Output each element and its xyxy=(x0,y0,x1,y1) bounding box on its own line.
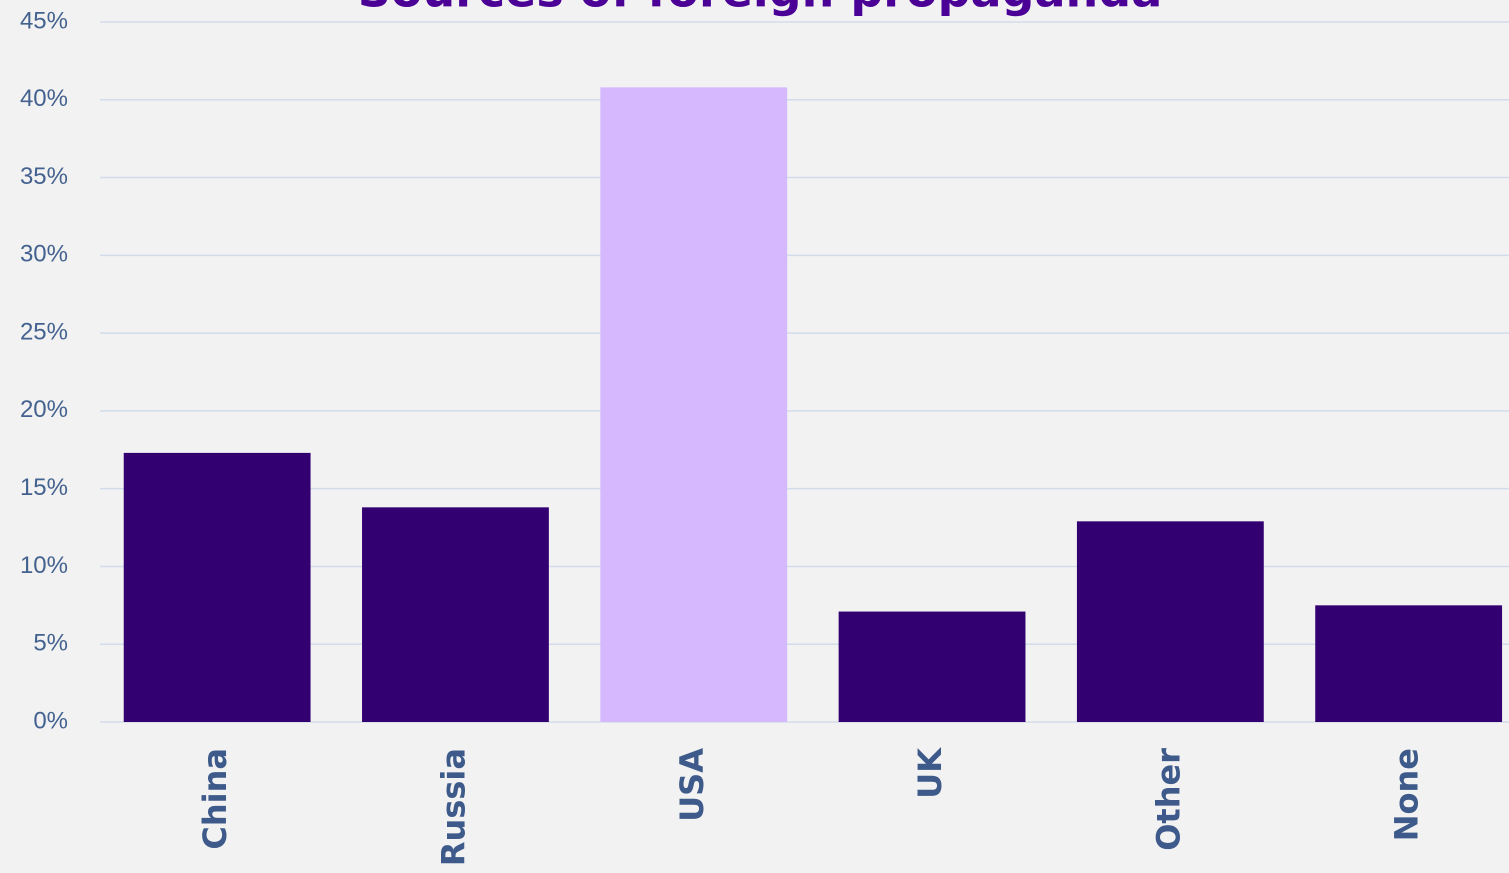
chart-title: Sources of foreign propaganda xyxy=(358,0,1162,18)
x-tick-label: None xyxy=(1388,748,1426,841)
bar xyxy=(123,452,311,722)
y-tick-label: 45% xyxy=(20,7,68,34)
bar xyxy=(600,87,788,723)
x-tick-label: Russia xyxy=(434,748,472,866)
bar xyxy=(838,611,1026,722)
x-tick-label: USA xyxy=(673,748,711,822)
y-tick-label: 0% xyxy=(33,707,68,734)
bar xyxy=(1076,521,1264,722)
y-tick-label: 15% xyxy=(20,474,68,501)
y-tick-label: 5% xyxy=(33,630,68,657)
x-tick-label: China xyxy=(196,748,234,850)
x-tick-label: UK xyxy=(911,747,949,799)
bar xyxy=(1315,605,1503,722)
bar xyxy=(362,507,549,722)
y-tick-label: 20% xyxy=(20,396,68,423)
y-tick-label: 10% xyxy=(20,552,68,579)
y-tick-label: 40% xyxy=(20,85,68,112)
y-tick-label: 30% xyxy=(20,241,68,268)
y-tick-label: 25% xyxy=(20,318,68,345)
y-tick-label: 35% xyxy=(20,163,68,190)
x-tick-label: Other xyxy=(1149,748,1187,851)
